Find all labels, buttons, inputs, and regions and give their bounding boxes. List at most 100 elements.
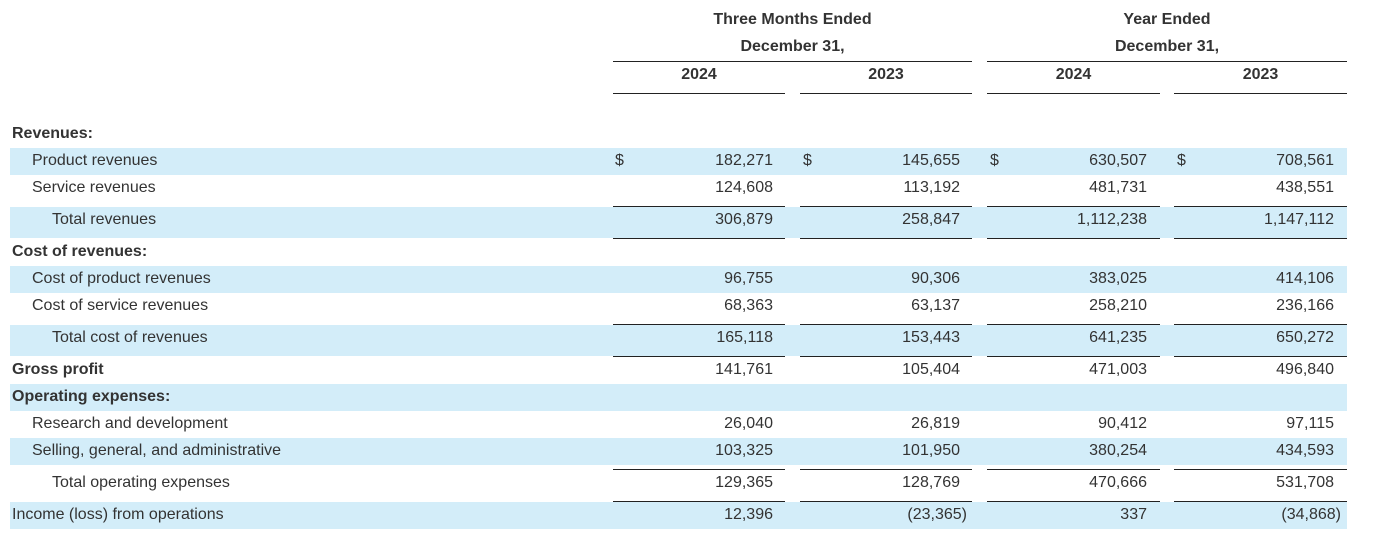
total-rule xyxy=(800,356,972,357)
cell-value: 641,235 xyxy=(1089,329,1147,346)
cell-value: 496,840 xyxy=(1276,361,1334,378)
header-rule xyxy=(987,61,1347,62)
cell-value: 470,666 xyxy=(1089,474,1147,491)
total-rule xyxy=(1174,324,1347,325)
row-label: Selling, general, and administrative xyxy=(32,442,282,459)
cell-value: 128,769 xyxy=(902,474,960,491)
row-label: Total operating expenses xyxy=(52,474,230,491)
total-rule xyxy=(800,501,972,502)
total-rule xyxy=(987,206,1160,207)
cell-value: 26,819 xyxy=(911,415,960,432)
row-label: Revenues: xyxy=(12,125,93,142)
header-rule xyxy=(613,61,972,62)
cell-value: 258,847 xyxy=(902,211,960,228)
row-label: Income (loss) from operations xyxy=(12,506,224,523)
group-subtitle: December 31, xyxy=(1114,38,1220,55)
cell-value: 96,755 xyxy=(724,270,773,287)
cell-value: 414,106 xyxy=(1276,270,1334,287)
year-header: 2023 xyxy=(868,66,904,83)
total-rule xyxy=(987,356,1160,357)
total-rule xyxy=(1174,356,1347,357)
cell-value: 531,708 xyxy=(1276,474,1334,491)
cell-value: (23,365) xyxy=(907,506,967,523)
currency-symbol: $ xyxy=(615,152,624,169)
row-label: Cost of revenues: xyxy=(12,243,148,260)
row-label: Cost of service revenues xyxy=(32,297,209,314)
total-rule xyxy=(987,469,1160,470)
cell-value: 471,003 xyxy=(1089,361,1147,378)
group-title: Three Months Ended xyxy=(713,11,872,28)
row-label: Research and development xyxy=(32,415,228,432)
total-rule xyxy=(800,238,972,239)
total-rule xyxy=(613,501,785,502)
row-label: Cost of product revenues xyxy=(32,270,211,287)
row-label: Operating expenses: xyxy=(12,388,171,405)
cell-value: 12,396 xyxy=(724,506,773,523)
currency-symbol: $ xyxy=(803,152,812,169)
cell-value: 380,254 xyxy=(1089,442,1147,459)
group-title: Year Ended xyxy=(1123,11,1211,28)
cell-value: 236,166 xyxy=(1276,297,1334,314)
cell-value: 650,272 xyxy=(1276,329,1334,346)
total-rule xyxy=(800,206,972,207)
header-rule xyxy=(987,93,1160,94)
cell-value: (34,868) xyxy=(1281,506,1341,523)
cell-value: 113,192 xyxy=(903,179,960,196)
cell-value: 105,404 xyxy=(902,361,960,378)
cell-value: 141,761 xyxy=(715,361,773,378)
cell-value: 165,118 xyxy=(716,329,773,346)
row-shading xyxy=(10,438,1347,465)
currency-symbol: $ xyxy=(990,152,999,169)
cell-value: 630,507 xyxy=(1089,152,1147,169)
cell-value: 383,025 xyxy=(1089,270,1147,287)
cell-value: 68,363 xyxy=(724,297,773,314)
cell-value: 124,608 xyxy=(715,179,773,196)
row-label: Product revenues xyxy=(32,152,158,169)
year-header: 2024 xyxy=(681,66,717,83)
cell-value: 129,365 xyxy=(715,474,773,491)
row-shading xyxy=(10,384,1347,411)
cell-value: 97,115 xyxy=(1286,415,1334,432)
total-rule xyxy=(613,356,785,357)
total-rule xyxy=(987,238,1160,239)
row-shading xyxy=(10,207,1347,238)
row-shading xyxy=(10,148,1347,175)
row-label: Total cost of revenues xyxy=(52,329,208,346)
total-rule xyxy=(1174,206,1347,207)
total-rule xyxy=(1174,501,1347,502)
cell-value: 90,306 xyxy=(911,270,960,287)
header-rule xyxy=(800,93,972,94)
cell-value: 481,731 xyxy=(1089,179,1147,196)
cell-value: 101,950 xyxy=(902,442,960,459)
header-rule xyxy=(613,93,785,94)
cell-value: 258,210 xyxy=(1089,297,1147,314)
row-shading xyxy=(10,502,1347,529)
total-rule xyxy=(1174,238,1347,239)
cell-value: 63,137 xyxy=(911,297,960,314)
year-header: 2023 xyxy=(1242,66,1279,83)
total-rule xyxy=(800,469,972,470)
cell-value: 182,271 xyxy=(715,152,773,169)
cell-value: 1,112,238 xyxy=(1077,211,1147,228)
row-shading xyxy=(10,325,1347,356)
cell-value: 708,561 xyxy=(1276,152,1334,169)
total-rule xyxy=(613,469,785,470)
cell-value: 1,147,112 xyxy=(1264,211,1334,228)
cell-value: 145,655 xyxy=(902,152,960,169)
cell-value: 438,551 xyxy=(1276,179,1334,196)
total-rule xyxy=(800,324,972,325)
row-label: Service revenues xyxy=(32,179,156,196)
header-rule xyxy=(1174,93,1347,94)
total-rule xyxy=(613,238,785,239)
total-rule xyxy=(613,324,785,325)
total-rule xyxy=(613,206,785,207)
row-label: Total revenues xyxy=(52,211,157,228)
cell-value: 434,593 xyxy=(1276,442,1334,459)
total-rule xyxy=(1174,469,1347,470)
row-label: Gross profit xyxy=(12,361,104,378)
cell-value: 153,443 xyxy=(902,329,960,346)
row-shading xyxy=(10,266,1347,293)
total-rule xyxy=(987,324,1160,325)
cell-value: 90,412 xyxy=(1098,415,1147,432)
